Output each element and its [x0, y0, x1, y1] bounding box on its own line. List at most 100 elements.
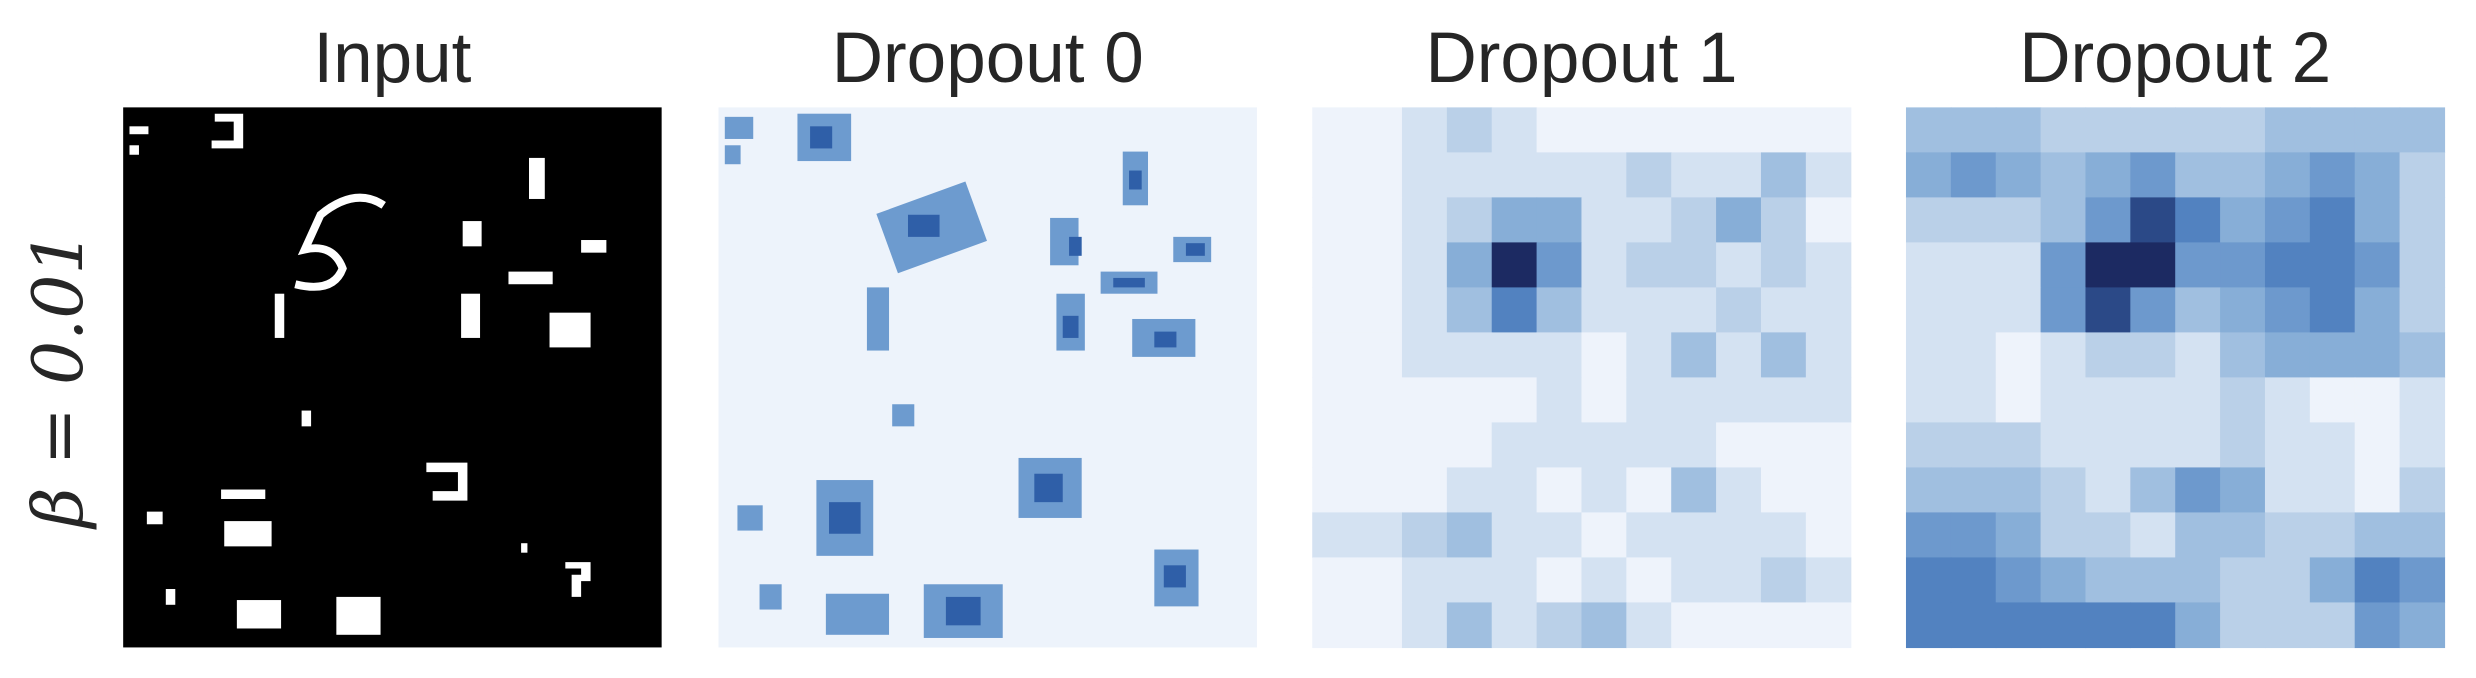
heatmap-cell [1357, 422, 1403, 469]
heatmap-cell [1491, 377, 1538, 424]
panel-title: Dropout 1 [1425, 19, 1737, 98]
heatmap-cell [2354, 602, 2401, 649]
heatmap-cell [1805, 512, 1852, 559]
heatmap [1905, 107, 2446, 649]
heatmap-cell [1626, 377, 1672, 424]
heatmap-cell [2309, 152, 2356, 199]
heatmap-cell [2354, 107, 2401, 154]
heatmap-cell [2354, 377, 2401, 424]
heatmap-cell [1805, 422, 1852, 469]
heatmap-cell [2220, 512, 2266, 559]
heatmap-cell [1491, 332, 1538, 379]
heatmap-cell [2175, 557, 2221, 604]
heatmap-cell [2399, 377, 2446, 424]
heatmap-cell [1491, 422, 1538, 469]
panel-title: Dropout 0 [832, 19, 1144, 98]
heatmap-cell [1401, 467, 1448, 514]
heatmap-cell [2399, 197, 2446, 244]
heatmap-cell [1995, 467, 2042, 514]
heatmap-cell [1536, 107, 1583, 154]
heatmap-cell [2175, 287, 2221, 334]
heatmap-cell [2264, 197, 2311, 244]
heatmap-cell [1357, 467, 1403, 514]
heatmap-cell [2040, 152, 2087, 199]
heatmap-cell [1950, 152, 1997, 199]
heatmap-cell [1312, 512, 1358, 559]
heatmap-cell [2040, 107, 2087, 154]
heatmap-cell [1805, 332, 1852, 379]
heatmap-cell [1581, 107, 1627, 154]
heatmap-cell [2220, 557, 2266, 604]
heatmap-cell [2040, 377, 2087, 424]
heatmap-cell [1905, 602, 1952, 649]
heatmap-cell [1357, 377, 1403, 424]
heatmap-cell [1995, 332, 2042, 379]
heatmap-cell [2220, 152, 2266, 199]
heatmap-cell [1312, 422, 1358, 469]
input-image [123, 107, 662, 648]
heatmap-cell [1401, 377, 1448, 424]
heatmap-cell [1671, 152, 1717, 199]
heatmap-cell [2264, 287, 2311, 334]
heatmap-cell [1312, 602, 1358, 649]
heatmap-cell [1950, 197, 1997, 244]
heatmap-cell [1760, 197, 1807, 244]
heatmap-cell [1671, 332, 1717, 379]
heatmap-cell [1312, 197, 1358, 244]
heatmap-cell [2175, 107, 2221, 154]
heatmap-cell [1950, 602, 1997, 649]
heatmap-cell [2264, 557, 2311, 604]
heatmap-cell [2175, 197, 2221, 244]
heatmap-cell [1950, 242, 1997, 289]
heatmap-cell [1671, 512, 1717, 559]
heatmap-cell [2399, 602, 2446, 649]
heatmap-cell [1626, 287, 1672, 334]
heatmap-cell [1446, 197, 1493, 244]
heatmap-cell [2040, 602, 2087, 649]
heatmap-cell [1805, 557, 1852, 604]
heatmap-cell [2085, 557, 2131, 604]
heatmap-cell [2130, 602, 2176, 649]
heatmap-cell [2175, 422, 2221, 469]
heatmap-cell [1950, 467, 1997, 514]
heatmap-cell [1995, 512, 2042, 559]
heatmap-cell [1995, 422, 2042, 469]
heatmap-cell [1950, 287, 1997, 334]
heatmap-cell [2399, 107, 2446, 154]
heatmap-cell [1357, 602, 1403, 649]
heatmap-cell [1536, 287, 1583, 334]
heatmap-cell [1995, 107, 2042, 154]
heatmap-cell [2130, 467, 2176, 514]
heatmap-cell [2354, 152, 2401, 199]
heatmap-cell [1401, 332, 1448, 379]
heatmap-cell [2264, 602, 2311, 649]
heatmap-cell [1716, 287, 1762, 334]
heatmap-cell [1995, 602, 2042, 649]
heatmap-cell [2040, 287, 2087, 334]
heatmap-cell [2130, 107, 2176, 154]
heatmap-cell [1905, 152, 1952, 199]
heatmap-cell [2354, 287, 2401, 334]
heatmap-cell [1491, 197, 1538, 244]
heatmap-cell [1626, 242, 1672, 289]
heatmap-cell [1626, 332, 1672, 379]
heatmap-cell [1671, 377, 1717, 424]
heatmap-cell [1446, 602, 1493, 649]
heatmap-cell [1950, 512, 1997, 559]
heatmap-cell [1536, 242, 1583, 289]
heatmap-cell [1716, 197, 1762, 244]
heatmap-cell [2264, 422, 2311, 469]
heatmap-cell [2354, 242, 2401, 289]
heatmap-cell [2354, 422, 2401, 469]
heatmap-cell [1626, 152, 1672, 199]
heatmap-cell [1671, 467, 1717, 514]
heatmap-cell [1760, 422, 1807, 469]
heatmap-cell [2264, 512, 2311, 559]
panel-title: Input [313, 19, 471, 98]
heatmap-cell [2130, 152, 2176, 199]
heatmap-cell [2175, 152, 2221, 199]
heatmap-cell [1671, 422, 1717, 469]
heatmap-cell [2130, 512, 2176, 559]
heatmap-cell [1950, 422, 1997, 469]
heatmap-cell [1995, 152, 2042, 199]
